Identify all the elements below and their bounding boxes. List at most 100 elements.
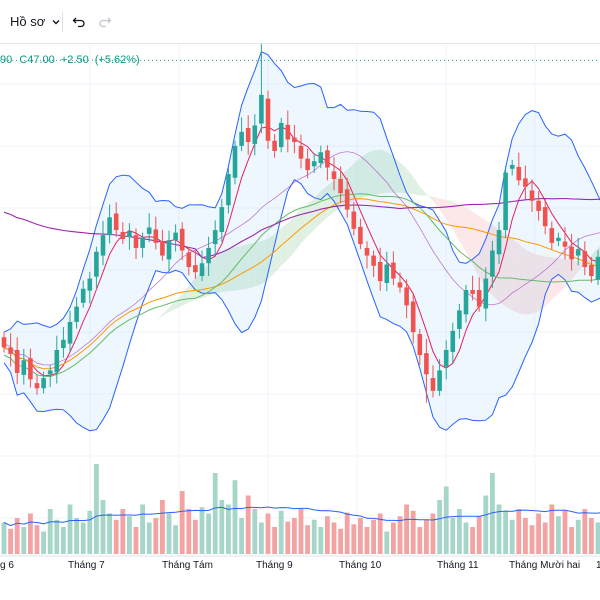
candle [318,145,324,169]
volume-bar [94,464,99,554]
volume-bar [47,509,53,554]
candle-body [193,265,198,273]
candle-body [463,290,469,315]
volume-bar [113,519,119,554]
candle [160,229,165,261]
undo-button[interactable] [72,0,86,43]
candle-body [483,278,489,309]
candle [536,191,541,221]
volume-bar [28,513,33,554]
candle [212,220,218,256]
candle [364,241,370,269]
cloud-segment [353,157,361,201]
candle [140,232,145,258]
candle-body [298,145,304,159]
candle-body [285,124,291,140]
candle-body [232,145,238,178]
candle-body [490,250,495,277]
legend-change: +2.50 [60,54,89,66]
volume-bar [318,527,324,554]
ma-short-line [3,126,600,377]
cloud-segment [241,243,249,290]
cloud-segment [155,314,163,321]
volume-bar [54,519,60,554]
volume-bar [331,522,337,554]
candle [483,267,489,322]
candle-body [54,350,60,373]
candle-body [87,278,93,291]
cloud-segment [565,259,572,288]
candle-body [219,207,225,232]
time-axis-label: Tháng Tám [162,560,213,571]
volume-bar [179,491,185,554]
cloud-segment [393,156,400,193]
candle [146,213,152,243]
candle [358,218,363,250]
volume-bar [259,522,264,554]
candle [542,198,548,235]
candle [575,237,581,266]
candle [285,110,291,153]
volume-ma-line [3,506,600,527]
volume-bar [272,527,277,554]
volume-bar [120,509,126,554]
volume-bar [107,513,112,554]
candle [107,204,112,244]
candle-body [457,310,462,329]
volume-bar [305,525,310,554]
candle [589,256,594,283]
candle-body [1,337,7,348]
candle-body [311,161,317,167]
volume-bar [430,513,436,554]
candle-body [384,264,390,284]
ma-secondary-line [3,151,600,366]
volume-bar [417,527,423,554]
candle-body [351,211,357,229]
candle-body [107,217,112,236]
candle [305,148,310,179]
cloud-segment [162,307,169,317]
price-chart[interactable]: g 6 Tháng 7 Tháng Tám Tháng 9 Tháng 10 Tháng … [0,44,600,600]
volume-bar [384,531,390,554]
candle [595,250,600,285]
volume-bar [100,500,106,554]
volume-bar [549,504,555,554]
cloud-segment [558,258,565,294]
candle [186,247,192,276]
candle [490,240,495,288]
candle-body [470,290,475,294]
candle-body [424,353,429,375]
candle-body [536,200,541,211]
volume-bar [212,473,218,554]
candle [509,159,515,176]
candle [133,228,139,260]
volume-bar [252,509,258,554]
time-axis-label: Tháng 10 [339,560,382,571]
candle-body [47,370,53,375]
time-axis-label: Tháng 11 [437,560,479,571]
candlesticks [1,44,600,403]
cloud-segment [248,242,255,289]
candle-body [344,189,350,210]
candle-body [206,247,211,264]
candle [292,124,297,154]
time-axis-label: Tháng 7 [68,560,105,571]
volume-bars [1,464,600,554]
candle-body [476,290,482,307]
volume-bar [14,518,20,554]
top-toolbar: Hồ sơ [0,0,600,44]
legend-change-pct: (+5.62%) [94,54,140,66]
candle [232,140,238,185]
candle [67,310,73,352]
redo-button[interactable] [98,0,112,43]
cloud-segment [571,260,579,280]
candle [272,134,277,158]
candle [87,271,93,304]
candle [470,275,475,301]
profile-dropdown[interactable]: Hồ sơ [10,0,61,43]
volume-bar [542,522,548,554]
volume-bar [529,525,535,554]
candle-body [358,226,363,245]
candle-body [569,246,574,260]
ohlc-legend: 90 C47.00 +2.50 (+5.62%) [0,54,140,66]
